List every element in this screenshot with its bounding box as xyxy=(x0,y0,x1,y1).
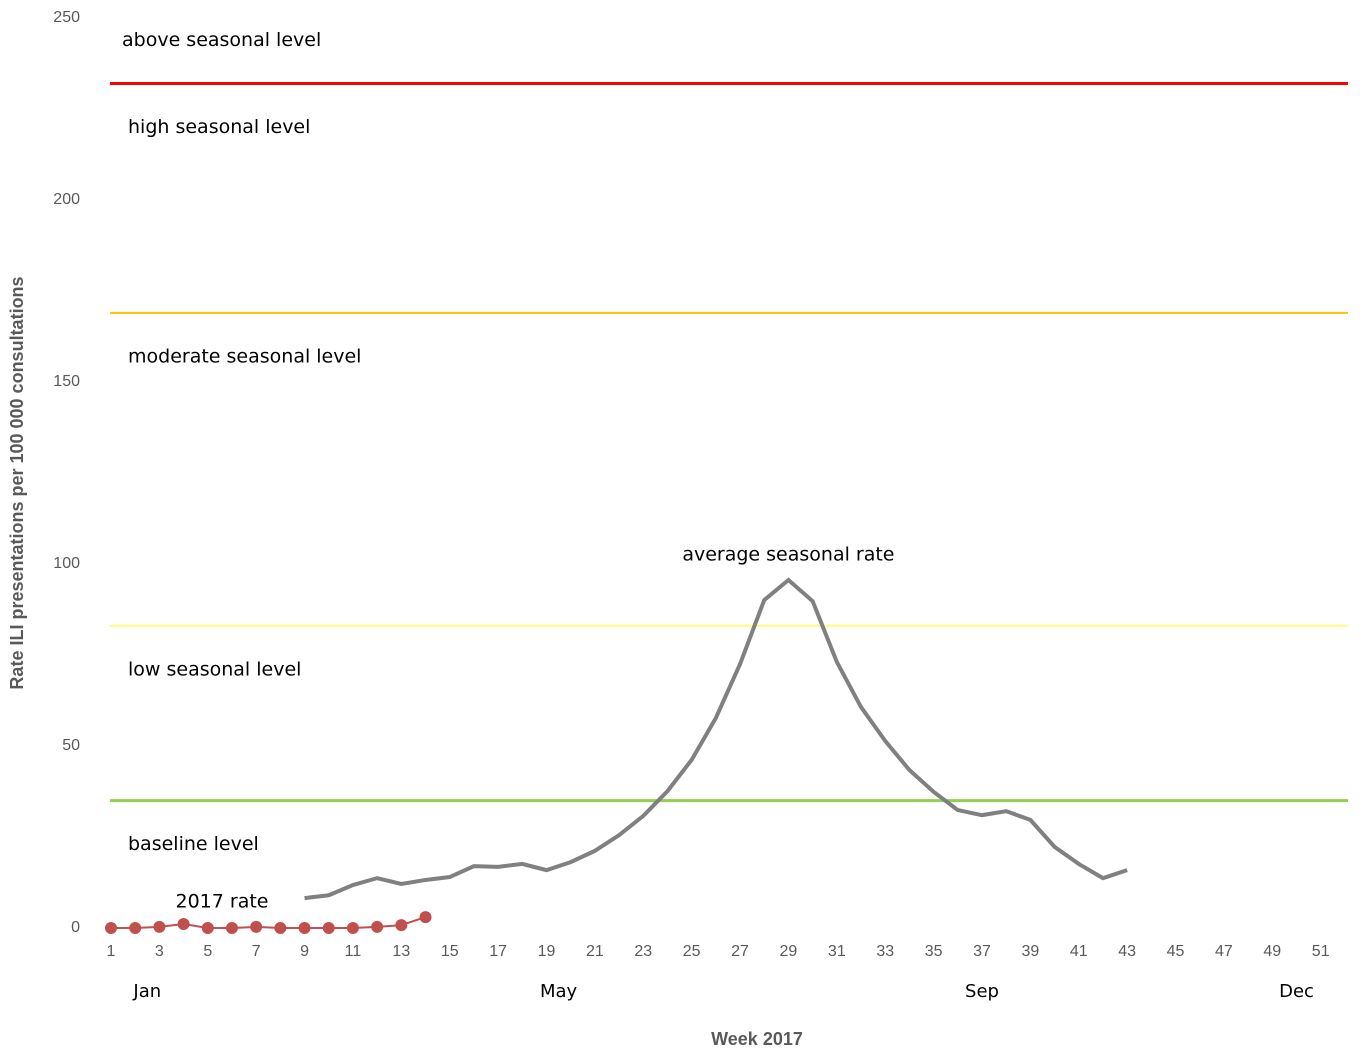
y-axis-title: Rate ILI presentations per 100 000 consu… xyxy=(7,276,27,689)
series-point xyxy=(371,920,384,933)
level-label: baseline level xyxy=(128,833,259,855)
x-tick-label: 41 xyxy=(1070,943,1088,960)
x-tick-label: 45 xyxy=(1167,943,1185,960)
x-axis-title: Week 2017 xyxy=(711,1029,803,1049)
y-tick-label: 0 xyxy=(71,919,80,936)
y-tick-label: 50 xyxy=(62,737,80,754)
series-point xyxy=(346,922,359,934)
series-point xyxy=(395,919,408,932)
series-point xyxy=(201,922,214,934)
x-tick-label: 17 xyxy=(489,943,507,960)
x-tick-label: 31 xyxy=(828,943,846,960)
series-label: 2017 rate xyxy=(176,891,269,913)
month-label: Dec xyxy=(1279,981,1314,1002)
x-tick-label: 39 xyxy=(1021,943,1039,960)
month-label: Jan xyxy=(132,981,161,1002)
level-label: low seasonal level xyxy=(128,658,301,680)
y-tick-label: 100 xyxy=(53,555,80,572)
x-tick-label: 3 xyxy=(155,943,164,960)
x-tick-label: 33 xyxy=(876,943,894,960)
x-tick-label: 35 xyxy=(925,943,943,960)
y-tick-label: 150 xyxy=(53,373,80,390)
series-label: average seasonal rate xyxy=(682,544,894,566)
series-point xyxy=(298,922,311,934)
x-tick-label: 15 xyxy=(441,943,459,960)
level-label: above seasonal level xyxy=(122,29,321,51)
x-tick-label: 37 xyxy=(973,943,991,960)
x-tick-label: 25 xyxy=(683,943,701,960)
series-point xyxy=(153,920,166,933)
x-tick-label: 7 xyxy=(252,943,261,960)
level-label: moderate seasonal level xyxy=(128,345,361,367)
series-point xyxy=(104,922,117,934)
x-tick-label: 19 xyxy=(538,943,556,960)
series-point xyxy=(177,917,190,930)
series-point xyxy=(250,920,263,933)
x-tick-label: 47 xyxy=(1215,943,1233,960)
series-point xyxy=(419,911,432,924)
x-tick-label: 51 xyxy=(1312,943,1330,960)
x-tick-label: 9 xyxy=(300,943,309,960)
x-tick-label: 43 xyxy=(1118,943,1136,960)
series-point xyxy=(225,922,238,934)
y-tick-label: 250 xyxy=(53,9,80,26)
x-tick-label: 49 xyxy=(1263,943,1281,960)
x-tick-label: 23 xyxy=(634,943,652,960)
series-point xyxy=(274,922,287,934)
level-label: high seasonal level xyxy=(128,116,310,138)
x-tick-label: 21 xyxy=(586,943,604,960)
month-label: Sep xyxy=(965,981,999,1002)
month-label: May xyxy=(540,981,578,1002)
x-tick-label: 11 xyxy=(345,943,362,960)
series-point xyxy=(322,922,335,934)
y-tick-label: 200 xyxy=(53,191,80,208)
series-line xyxy=(304,577,1128,901)
x-tick-label: 1 xyxy=(107,943,116,960)
series-point xyxy=(129,922,142,934)
x-tick-label: 29 xyxy=(780,943,798,960)
x-tick-label: 13 xyxy=(392,943,410,960)
x-tick-label: 5 xyxy=(203,943,212,960)
x-tick-label: 27 xyxy=(731,943,749,960)
